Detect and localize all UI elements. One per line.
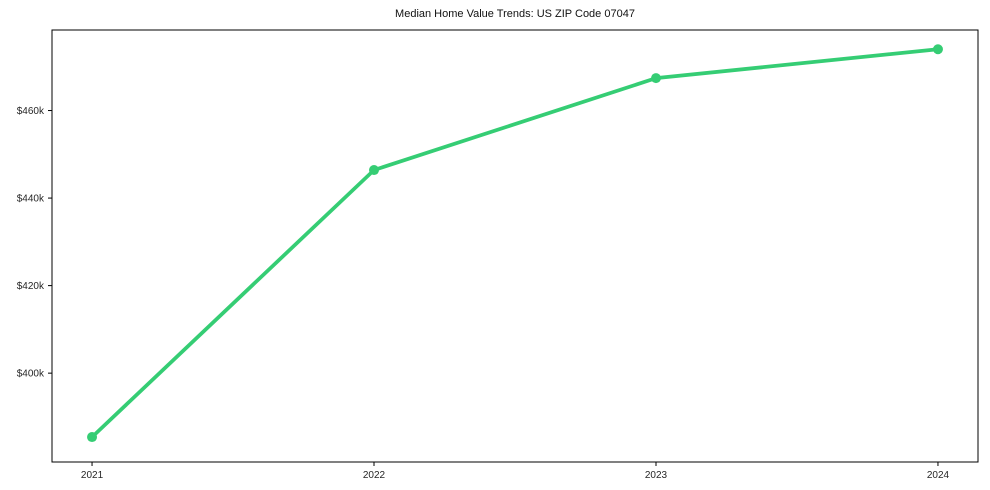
data-point-marker [87, 432, 98, 443]
chart-title: Median Home Value Trends: US ZIP Code 07… [395, 8, 635, 20]
x-tick-label: 2021 [81, 470, 104, 481]
y-tick-label: $460k [17, 106, 45, 117]
y-tick-label: $400k [17, 369, 45, 380]
series-line [90, 47, 940, 439]
y-tick-label: $440k [17, 194, 45, 205]
x-tick-label: 2022 [363, 470, 386, 481]
plot-box [51, 29, 979, 463]
y-tick-label: $420k [17, 281, 45, 292]
data-point-marker [369, 165, 380, 176]
x-tick-label: 2023 [645, 470, 668, 481]
data-point-marker [932, 44, 943, 55]
x-tick-label: 2024 [927, 470, 950, 481]
data-point-marker [650, 73, 661, 84]
